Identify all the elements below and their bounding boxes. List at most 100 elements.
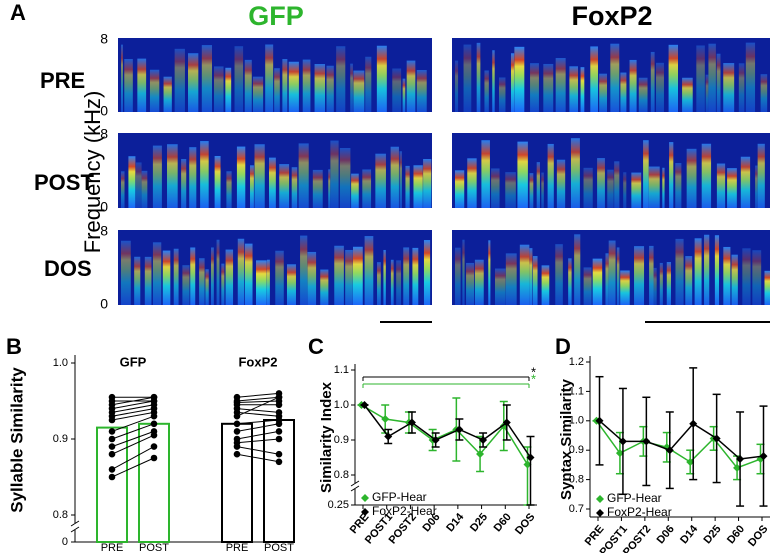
spectrogram-syllable (455, 170, 465, 208)
spectrogram-syllable (607, 169, 614, 208)
panel-letter: B (6, 334, 22, 359)
point (150, 431, 158, 439)
point (150, 412, 158, 420)
spectrogram-syllable (530, 63, 539, 112)
series-line (363, 404, 532, 458)
spectrogram-syllable (167, 144, 178, 208)
spectrogram-syllable (675, 238, 684, 305)
spectrogram-syllable (570, 138, 580, 208)
spectrogram-syllable (244, 59, 252, 112)
spectrogram-syllable (669, 142, 674, 208)
series-line (595, 420, 761, 469)
point (479, 436, 488, 444)
spectrogram-syllable (505, 172, 516, 208)
spectrogram-syllable (714, 235, 720, 305)
legend-marker (596, 495, 604, 503)
spectrogram-syllable (555, 244, 563, 305)
spectrogram-syllable (190, 247, 196, 305)
spectrogram-syllable (314, 64, 326, 112)
point (689, 419, 698, 428)
point (476, 450, 485, 458)
spectrogram-syllable (716, 53, 721, 112)
spectrogram-syllable (250, 165, 254, 208)
legend-marker (596, 509, 604, 517)
pair-line (111, 411, 155, 421)
spectrogram-syllable (599, 73, 607, 112)
point (523, 460, 532, 469)
spectrogram-syllable (353, 70, 365, 112)
spectrogram-syllable (638, 77, 648, 112)
point (275, 393, 283, 401)
spectrogram-syllable (121, 240, 131, 305)
spectrogram-syllable (583, 267, 592, 305)
spectrogram-syllable (517, 141, 528, 208)
pair-line (111, 446, 155, 470)
spectrogram-syllable (298, 143, 309, 208)
pair-line (111, 423, 155, 440)
spectrogram-syllable (495, 268, 506, 305)
x-tick-label: DOS (746, 523, 771, 549)
spectrogram-syllable (649, 245, 654, 305)
y-tick-label: 0.8 (334, 469, 349, 481)
point (233, 428, 241, 435)
point (233, 443, 241, 450)
spectrogram-syllable (214, 155, 221, 208)
spectrogram-syllable (597, 158, 605, 208)
y-axis-label: Similarity Index (318, 381, 335, 493)
freq-tick-label: 0 (100, 103, 108, 119)
spectrogram-syllable (137, 58, 147, 112)
point (108, 473, 116, 481)
spectrogram-syllable (254, 144, 265, 208)
spectrogram-syllable (302, 59, 311, 112)
point (150, 454, 158, 462)
point (233, 450, 241, 458)
spectrogram-syllable (128, 156, 136, 208)
point (431, 436, 440, 444)
pair-line (236, 396, 280, 417)
pair-line (111, 404, 155, 413)
y-tick-label: 1.1 (569, 385, 584, 397)
spectrogram-syllable (555, 58, 566, 112)
x-tick-label: D14 (444, 510, 467, 534)
row-label: POST (34, 170, 94, 195)
spectrogram-syllable (326, 65, 334, 112)
spectrogram-syllable (529, 248, 533, 305)
spectrogram-syllable (616, 247, 620, 305)
x-tick-label: D60 (492, 511, 514, 534)
point (150, 443, 158, 450)
spectrogram-syllable (476, 42, 481, 113)
spectrogram-syllable (474, 259, 484, 305)
y-tick-label: 0.9 (334, 434, 349, 446)
spectrogram-syllable (351, 173, 359, 208)
panel-letter: A (10, 0, 26, 25)
spectrogram-syllable (300, 235, 308, 305)
point (407, 418, 416, 427)
x-tick-label: PRE (226, 542, 249, 553)
spectrogram-syllable (423, 158, 432, 208)
spectrogram-syllable (390, 146, 399, 208)
freq-tick-label: 8 (100, 223, 108, 239)
spectrogram-syllable (211, 247, 214, 305)
group-label: GFP (120, 354, 147, 369)
spectrogram-syllable (653, 267, 657, 305)
point (275, 435, 283, 443)
spectrogram-syllable (320, 269, 329, 305)
spectrogram-syllable (205, 269, 209, 305)
point (618, 437, 627, 446)
spectrogram-syllable (236, 146, 246, 208)
point (686, 457, 695, 466)
spectrogram-syllable (350, 63, 353, 112)
spectrogram-syllable (383, 249, 386, 305)
spectrogram-syllable (412, 247, 419, 305)
spectrogram-syllable (152, 145, 162, 208)
pair-line (111, 400, 155, 410)
spectrogram-syllable (727, 168, 737, 208)
spectrogram-syllable (256, 260, 267, 305)
x-tick-label: DOS (513, 511, 538, 537)
spectrogram-syllable (716, 163, 726, 208)
spectrogram-syllable (376, 45, 387, 112)
spectrogram-syllable (214, 66, 224, 112)
point (108, 435, 116, 443)
spectrogram-syllable (237, 238, 245, 305)
axis-break (350, 485, 360, 492)
